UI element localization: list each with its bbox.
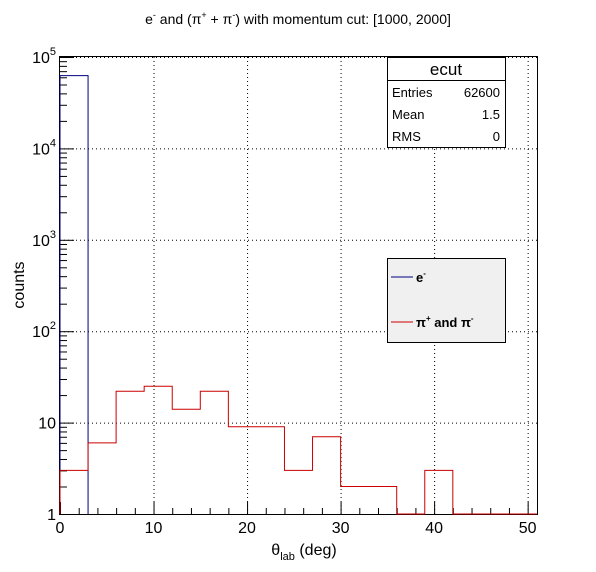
stats-box: ecut Entries 62600 Mean 1.5 RMS 0 — [387, 57, 506, 148]
y-tick-label: 105 — [32, 46, 56, 67]
y-tick-label: 10 — [38, 416, 56, 433]
stats-mean-label: Mean — [392, 107, 425, 122]
x-tick-label: 40 — [425, 520, 443, 537]
x-tick-label: 20 — [238, 520, 256, 537]
x-axis-label: θlab (deg) — [271, 542, 336, 563]
axes: 0 10 20 30 40 50 1 10 102 103 104 105 — [32, 46, 537, 537]
x-tick-label: 10 — [145, 520, 163, 537]
series-group — [59, 75, 537, 515]
stats-entries-value: 62600 — [464, 85, 500, 100]
x-tick-label: 0 — [56, 520, 65, 537]
stats-rms-value: 0 — [493, 129, 500, 144]
legend-label-electron: e- — [416, 269, 426, 285]
y-tick-label: 104 — [32, 137, 56, 158]
series-outline-0 — [59, 75, 89, 514]
x-tick-label: 30 — [332, 520, 350, 537]
y-tick-label: 1 — [47, 507, 56, 524]
x-tick-label: 50 — [519, 520, 537, 537]
stats-mean-value: 1.5 — [482, 107, 500, 122]
legend: e- π+ and π- — [387, 258, 506, 343]
stats-rms-label: RMS — [392, 129, 421, 144]
series-outline-1 — [59, 385, 537, 515]
stats-title: ecut — [430, 60, 462, 79]
y-tick-label: 102 — [32, 320, 56, 341]
y-axis-label: counts — [11, 261, 28, 308]
legend-label-pion: π+ and π- — [416, 314, 474, 330]
chart-title: e- and (π+ + π-) with momentum cut: [100… — [145, 10, 451, 27]
stats-entries-label: Entries — [392, 85, 433, 100]
legend-box — [387, 258, 506, 343]
y-tick-label: 103 — [32, 229, 56, 250]
stats-box-frame — [387, 57, 506, 148]
